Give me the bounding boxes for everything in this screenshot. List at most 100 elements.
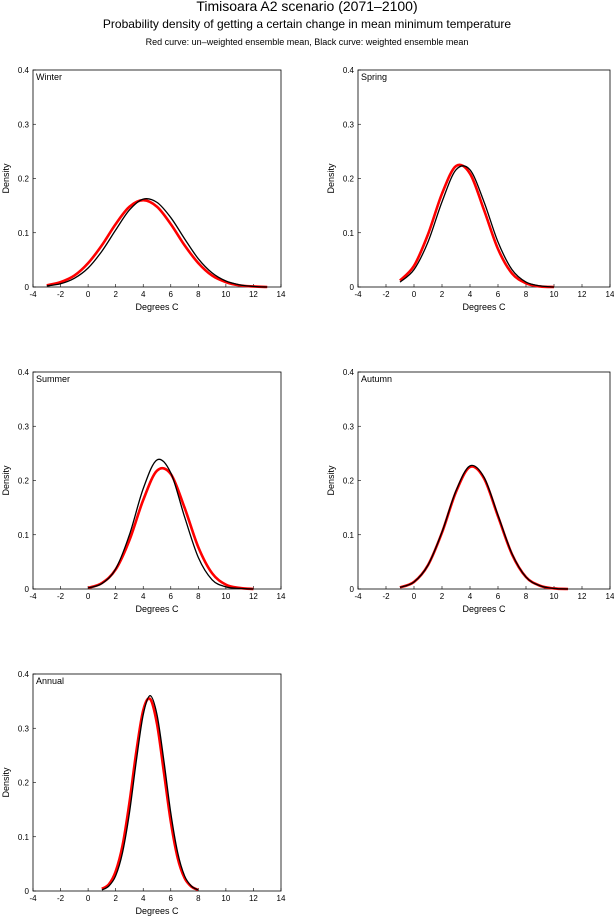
x-tick-label: 8	[196, 592, 201, 601]
x-tick-label: 12	[249, 290, 258, 299]
density-curve	[399, 464, 569, 590]
y-tick-label: 0.1	[343, 531, 355, 540]
x-tick-label: 0	[86, 290, 91, 299]
x-tick-label: 6	[169, 290, 174, 299]
plot-frame	[32, 69, 282, 288]
y-axis-label: Density	[326, 163, 336, 194]
y-axis-label: Density	[1, 465, 11, 496]
y-tick-label: 0.2	[343, 175, 355, 184]
x-tick-label: -4	[29, 290, 37, 299]
x-tick-label: -2	[57, 894, 65, 903]
panel-title: Summer	[36, 374, 70, 384]
figure-title: Timisoara A2 scenario (2071–2100)	[196, 0, 417, 14]
x-tick-label: 8	[524, 592, 529, 601]
y-tick-label: 0.3	[18, 724, 30, 733]
x-tick-label: 0	[86, 894, 91, 903]
y-axis-label: Density	[1, 767, 11, 798]
panel-title: Autumn	[361, 374, 392, 384]
panel: -4 -2 0 2 4 6 8 10 12 14 0 0.1 0.2 0.3 0.4 Degrees C Den…	[1, 66, 286, 312]
x-tick-label: 2	[113, 592, 118, 601]
density-curve	[399, 163, 555, 289]
x-tick-label: 2	[440, 592, 445, 601]
x-tick-label: 4	[468, 592, 473, 601]
density-curve	[399, 165, 555, 288]
density-curve	[46, 198, 268, 288]
x-axis-label: Degrees C	[462, 604, 506, 614]
density-curve	[87, 458, 254, 590]
x-axis-label: Degrees C	[135, 906, 179, 916]
x-tick-label: -2	[57, 290, 65, 299]
x-axis-label: Degrees C	[135, 604, 179, 614]
x-tick-label: 8	[524, 290, 529, 299]
x-tick-label: 10	[221, 592, 230, 601]
x-tick-label: 10	[221, 290, 230, 299]
density-curve	[101, 697, 199, 892]
x-tick-label: -4	[29, 592, 37, 601]
plot-frame	[32, 673, 282, 892]
y-tick-label: 0.3	[18, 120, 30, 129]
x-tick-label: 14	[606, 592, 614, 601]
y-tick-label: 0.2	[343, 477, 355, 486]
density-curve	[46, 198, 268, 289]
y-tick-label: 0.4	[18, 670, 30, 679]
plot-frame	[32, 371, 282, 590]
y-tick-label: 0	[350, 585, 355, 594]
plot-frame	[357, 69, 611, 288]
y-tick-label: 0.1	[18, 531, 30, 540]
figure-subtitle: Probability density of getting a certain…	[103, 17, 512, 31]
x-tick-label: 12	[578, 592, 587, 601]
y-tick-label: 0.4	[343, 66, 355, 75]
x-tick-label: 14	[277, 290, 286, 299]
y-tick-label: 0.3	[343, 120, 355, 129]
y-tick-label: 0.3	[343, 422, 355, 431]
y-tick-label: 0	[350, 283, 355, 292]
x-tick-label: -4	[354, 592, 362, 601]
x-tick-label: 8	[196, 290, 201, 299]
y-tick-label: 0.1	[343, 229, 355, 238]
x-tick-label: 0	[86, 592, 91, 601]
x-tick-label: 6	[169, 592, 174, 601]
y-tick-label: 0.4	[18, 368, 30, 377]
x-tick-label: 14	[277, 592, 286, 601]
density-curve	[101, 695, 199, 891]
x-tick-label: 6	[496, 290, 501, 299]
x-tick-label: 12	[249, 592, 258, 601]
panel: -4 -2 0 2 4 6 8 10 12 14 0 0.1 0.2 0.3 0.4 Degrees C Den…	[326, 368, 614, 614]
x-tick-label: 4	[141, 592, 146, 601]
y-axis-label: Density	[326, 465, 336, 496]
x-tick-label: 2	[113, 290, 118, 299]
x-axis-label: Degrees C	[135, 302, 179, 312]
panel-title: Winter	[36, 72, 62, 82]
x-tick-label: 8	[196, 894, 201, 903]
panel: -4 -2 0 2 4 6 8 10 12 14 0 0.1 0.2 0.3 0.4 Degrees C Den…	[326, 66, 614, 312]
x-tick-label: 2	[440, 290, 445, 299]
y-tick-label: 0	[25, 585, 30, 594]
panel-title: Annual	[36, 676, 64, 686]
x-tick-label: 0	[412, 290, 417, 299]
y-tick-label: 0.1	[18, 833, 30, 842]
x-tick-label: 4	[141, 290, 146, 299]
x-tick-label: 12	[249, 894, 258, 903]
x-tick-label: -2	[382, 290, 390, 299]
figure-note: Red curve: un–weighted ensemble mean, Bl…	[146, 37, 469, 47]
y-tick-label: 0.2	[18, 175, 30, 184]
x-axis-label: Degrees C	[462, 302, 506, 312]
x-tick-label: 10	[221, 894, 230, 903]
y-tick-label: 0.3	[18, 422, 30, 431]
x-tick-label: 10	[550, 290, 559, 299]
x-tick-label: 10	[550, 592, 559, 601]
x-tick-label: 12	[578, 290, 587, 299]
x-tick-label: -2	[57, 592, 65, 601]
x-tick-label: 4	[141, 894, 146, 903]
panel: -4 -2 0 2 4 6 8 10 12 14 0 0.1 0.2 0.3 0.4 Degrees C Den…	[1, 670, 286, 916]
y-tick-label: 0	[25, 283, 30, 292]
x-tick-label: 6	[169, 894, 174, 903]
x-tick-label: 4	[468, 290, 473, 299]
x-tick-label: -2	[382, 592, 390, 601]
y-tick-label: 0	[25, 887, 30, 896]
y-tick-label: 0.2	[18, 477, 30, 486]
y-tick-label: 0.1	[18, 229, 30, 238]
y-tick-label: 0.4	[343, 368, 355, 377]
y-tick-label: 0.2	[18, 779, 30, 788]
